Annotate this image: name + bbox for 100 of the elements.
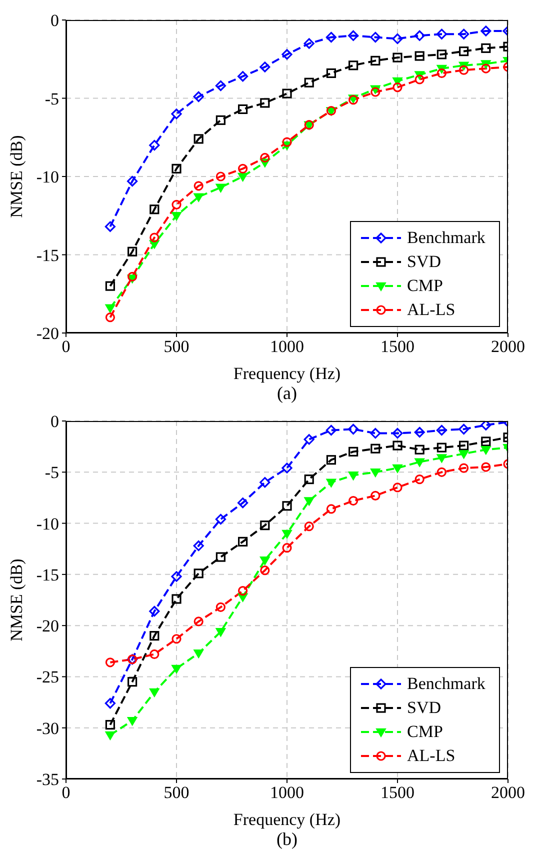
point	[127, 176, 138, 186]
point	[260, 477, 270, 488]
point	[172, 164, 182, 174]
point	[481, 43, 491, 53]
point	[193, 91, 204, 102]
point	[370, 444, 380, 454]
point	[194, 181, 204, 191]
point	[194, 616, 204, 626]
point	[149, 606, 160, 617]
legend-label: AL-LS	[407, 746, 456, 766]
point	[458, 28, 470, 40]
point	[436, 424, 447, 436]
point	[348, 446, 358, 456]
point	[282, 88, 292, 98]
point	[326, 478, 336, 488]
point	[348, 30, 359, 41]
x-tick-label: 1000	[270, 337, 304, 356]
point	[260, 520, 270, 530]
point	[348, 496, 358, 506]
point	[172, 634, 182, 644]
point	[304, 522, 314, 532]
point	[238, 536, 248, 546]
point	[260, 556, 270, 566]
point	[105, 312, 115, 322]
point	[171, 108, 182, 120]
point	[370, 87, 380, 97]
point	[282, 49, 292, 60]
legend-label: Benchmark	[407, 674, 486, 694]
y-tick-label: 0	[50, 11, 59, 30]
point	[150, 631, 160, 641]
point	[105, 731, 116, 740]
point	[172, 594, 182, 604]
point	[436, 442, 446, 452]
point	[370, 468, 380, 478]
point	[149, 688, 160, 698]
point	[304, 434, 314, 445]
point	[414, 458, 425, 467]
point	[436, 50, 446, 60]
point	[282, 137, 292, 147]
point	[304, 78, 314, 88]
point	[238, 164, 248, 174]
point	[370, 428, 381, 439]
point	[150, 649, 160, 660]
point	[414, 30, 425, 41]
point	[436, 467, 446, 477]
point	[480, 446, 491, 455]
x-tick-label: 1500	[380, 337, 414, 356]
point	[326, 32, 336, 43]
point	[348, 424, 359, 434]
y-tick-label: -35	[36, 770, 59, 790]
point	[172, 200, 182, 210]
point	[104, 221, 116, 232]
y-tick-label: -25	[36, 668, 59, 687]
x-axis-title: Frequency (Hz)	[233, 364, 341, 383]
point	[392, 428, 403, 439]
point	[150, 232, 160, 242]
point	[392, 82, 402, 92]
point	[436, 68, 446, 78]
point	[128, 677, 138, 687]
point	[149, 140, 160, 150]
point	[128, 272, 138, 282]
point	[238, 71, 248, 82]
point	[414, 474, 424, 484]
point	[414, 51, 424, 61]
y-tick-label: -10	[36, 514, 59, 534]
point	[238, 498, 248, 508]
point	[414, 426, 425, 438]
point	[238, 172, 248, 182]
point	[238, 586, 248, 596]
y-tick-label: -5	[44, 463, 59, 482]
point	[348, 472, 358, 480]
point	[260, 62, 270, 72]
point	[458, 450, 469, 459]
x-tick-label: 1500	[380, 783, 414, 802]
text: (a)	[276, 383, 298, 404]
point	[216, 602, 226, 612]
point	[215, 80, 226, 92]
point	[104, 698, 116, 709]
point	[480, 26, 492, 36]
point	[105, 658, 115, 668]
point	[459, 46, 469, 56]
legend-label: AL-LS	[407, 300, 456, 320]
x-tick-label: 2000	[491, 337, 525, 356]
point	[215, 514, 226, 524]
x-tick-label: 1000	[270, 783, 304, 802]
y-axis-title: NMSE (dB)	[7, 558, 26, 642]
point	[172, 664, 182, 674]
point	[480, 421, 492, 430]
point	[414, 444, 424, 454]
point	[459, 463, 469, 473]
point	[370, 56, 380, 66]
point	[216, 552, 226, 562]
x-tick-label: 500	[164, 337, 190, 356]
point	[194, 134, 204, 144]
point	[481, 436, 491, 446]
point	[105, 304, 116, 313]
point	[105, 720, 115, 730]
point	[392, 464, 402, 474]
point	[304, 497, 314, 506]
point	[436, 454, 447, 463]
